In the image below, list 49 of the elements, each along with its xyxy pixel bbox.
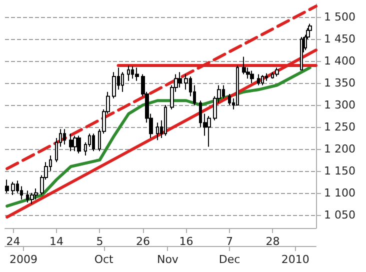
candlestick: [275, 67, 279, 77]
y-tick-label: 1 350: [324, 76, 356, 90]
candlestick: [164, 104, 167, 136]
candlestick: [92, 133, 95, 152]
candlestick: [34, 188, 38, 200]
candlestick: [228, 94, 231, 106]
candlestick: [63, 128, 66, 146]
candlestick: [236, 64, 239, 106]
candlestick: [242, 56, 246, 75]
candlestick: [207, 116, 211, 148]
y-tick-label: 1 500: [324, 10, 356, 24]
candlestick: [5, 179, 9, 194]
x2-tick-label: Nov: [156, 253, 179, 266]
y-tick-label: 1 450: [324, 32, 356, 46]
x2-tick-label: 2010: [281, 253, 310, 266]
y-tick-label: 1 250: [324, 120, 356, 134]
x2-tick-label: Dec: [218, 253, 240, 266]
x-tick-label: 14: [49, 235, 64, 248]
candlestick: [261, 74, 264, 86]
candlestick: [30, 192, 34, 204]
y-tick-label: 1 300: [324, 98, 356, 112]
x-tick-label: 24: [6, 235, 20, 248]
y-tick-label: 1 100: [324, 186, 356, 200]
candlestick: [11, 181, 15, 196]
candlestick: [265, 72, 268, 82]
x-tick-label: 16: [179, 235, 194, 248]
y-tick-label: 1 150: [324, 164, 356, 178]
x2-tick-label: Oct: [94, 253, 114, 266]
candlestick: [127, 64, 130, 82]
x-tick-label: 28: [266, 235, 280, 248]
candlestick: [121, 72, 124, 92]
x-tick-label: 5: [96, 235, 104, 248]
candlestick: [73, 135, 77, 152]
candlestick: [156, 122, 159, 141]
candlestick: [135, 67, 139, 82]
candlestick: [250, 70, 254, 84]
y-tick-label: 1 050: [324, 208, 356, 222]
x2-tick-label: 2009: [10, 253, 38, 266]
candlestick: [178, 72, 182, 88]
candlestick: [77, 135, 81, 154]
x-tick-label: 7: [226, 235, 233, 248]
candlestick: [69, 133, 73, 152]
x-tick-label: 26: [136, 235, 150, 248]
candlestick: [112, 72, 116, 99]
candlestick: [257, 74, 260, 86]
candlestick: [300, 36, 303, 70]
line-series: [6, 66, 312, 208]
y-tick-label: 1 400: [324, 54, 356, 68]
y-tick-label: 1 200: [324, 142, 356, 156]
